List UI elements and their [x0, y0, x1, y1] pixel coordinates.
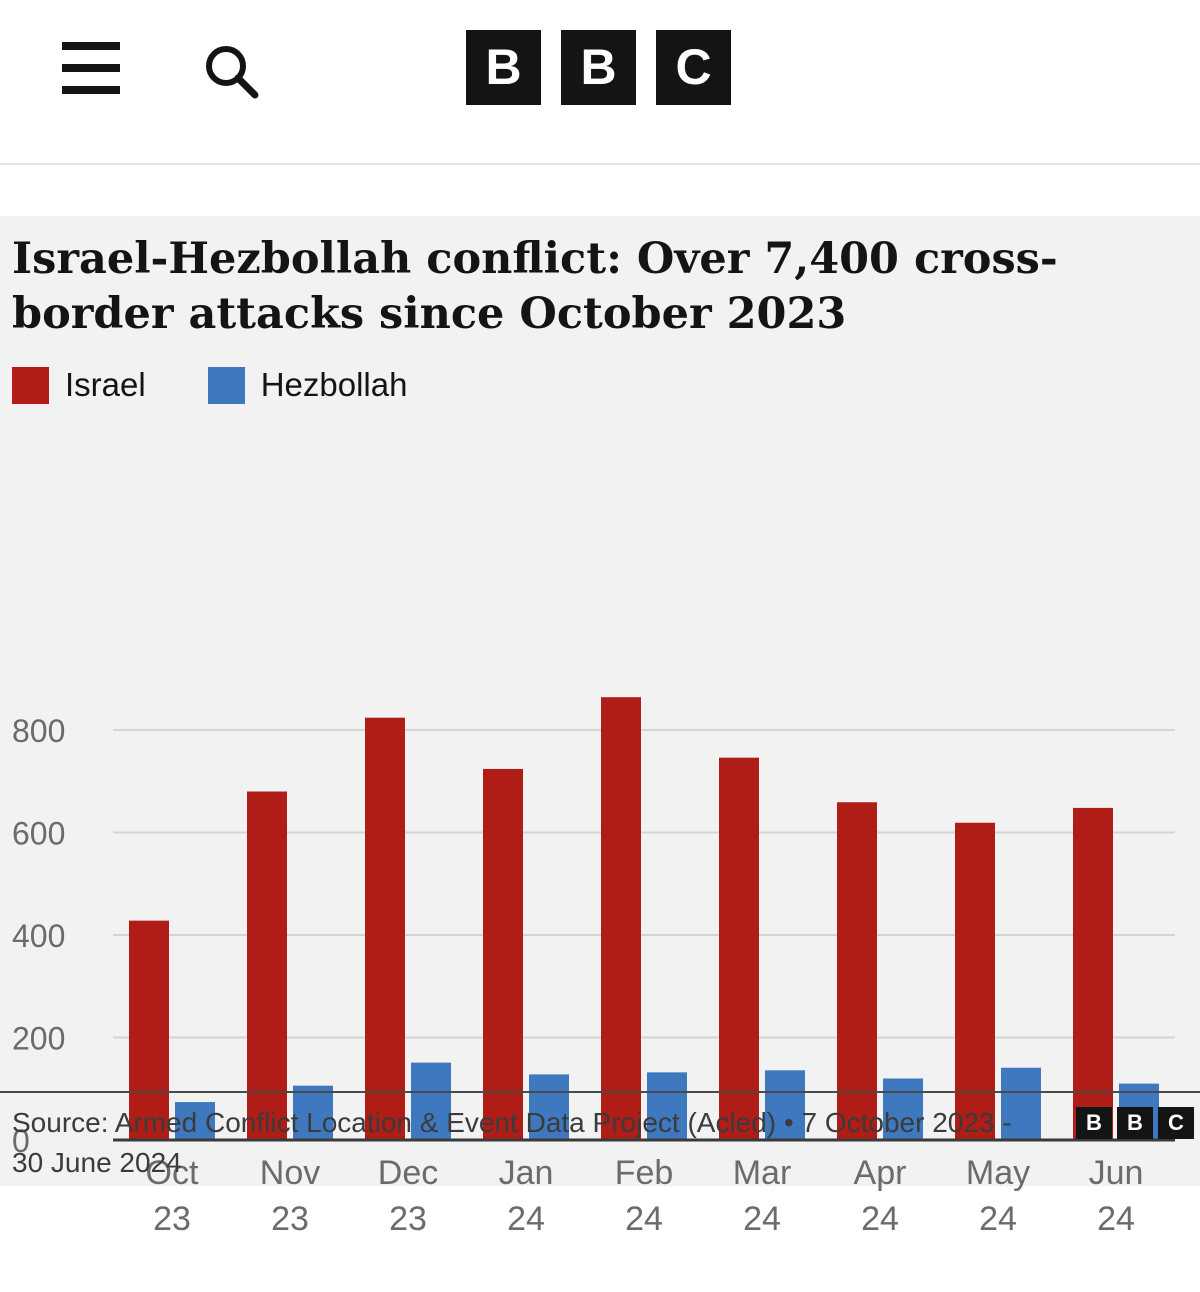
x-tick-label: 23 — [153, 1200, 191, 1238]
y-tick-label: 400 — [12, 918, 65, 954]
bar-israel — [601, 697, 641, 1140]
x-tick-label: 24 — [979, 1200, 1017, 1238]
bbc-logo-letter: C — [656, 30, 731, 105]
bbc-logo-letter: B — [466, 30, 541, 105]
x-tick-label: 23 — [389, 1200, 427, 1238]
legend-item-israel: Israel — [12, 366, 146, 404]
bar-israel — [1073, 807, 1113, 1140]
search-icon[interactable] — [200, 40, 260, 100]
y-tick-label: 200 — [12, 1021, 65, 1057]
bar-israel — [247, 791, 287, 1140]
legend-swatch-israel — [12, 366, 49, 404]
bbc-logo-letter: B — [1117, 1107, 1153, 1139]
x-tick-label: 24 — [507, 1200, 545, 1238]
bar-hezbollah — [293, 1085, 333, 1140]
x-tick-label: Jun — [1089, 1154, 1144, 1192]
chart-legend: Israel Hezbollah — [12, 366, 469, 404]
legend-swatch-hezbollah — [207, 366, 245, 404]
bar-israel — [955, 822, 995, 1140]
y-tick-label: 800 — [12, 713, 65, 749]
bar-hezbollah — [883, 1078, 923, 1140]
bar-hezbollah — [647, 1072, 687, 1140]
bar-israel — [837, 802, 877, 1140]
bar-hezbollah — [765, 1070, 805, 1140]
source-note: Source: Armed Conflict Location & Event … — [12, 1107, 1012, 1178]
bar-hezbollah — [529, 1074, 569, 1140]
bar-israel — [365, 717, 405, 1140]
bar-hezbollah — [1001, 1067, 1041, 1140]
hamburger-menu-icon[interactable] — [62, 42, 120, 94]
chart-title: Israel-Hezbollah conflict: Over 7,400 cr… — [12, 234, 1058, 339]
y-tick-label: 600 — [12, 816, 65, 852]
chart-panel: Israel-Hezbollah conflict: Over 7,400 cr… — [0, 216, 1200, 1238]
bbc-source-logo: B B C — [1076, 1107, 1194, 1139]
legend-label-hezbollah: Hezbollah — [260, 366, 408, 403]
x-tick-label: 23 — [271, 1200, 309, 1238]
legend-item-hezbollah: Hezbollah — [207, 366, 408, 404]
x-tick-label: 24 — [1097, 1200, 1135, 1238]
bbc-logo[interactable]: B B C — [466, 30, 731, 105]
y-tick-label: 0 — [12, 1123, 30, 1159]
bar-israel — [129, 920, 169, 1140]
bbc-logo-letter: C — [1158, 1107, 1194, 1139]
bar-hezbollah — [411, 1062, 451, 1140]
bar-hezbollah — [175, 1102, 215, 1140]
x-tick-label: 24 — [861, 1200, 899, 1238]
source-divider — [0, 1091, 1200, 1093]
top-navigation-bar: B B C — [0, 0, 1200, 165]
legend-label-israel: Israel — [65, 366, 146, 403]
bbc-logo-letter: B — [561, 30, 636, 105]
bar-israel — [483, 768, 523, 1140]
x-tick-label: 24 — [625, 1200, 663, 1238]
bar-israel — [719, 757, 759, 1140]
x-tick-label: 24 — [743, 1200, 781, 1238]
bbc-logo-letter: B — [1076, 1107, 1112, 1139]
